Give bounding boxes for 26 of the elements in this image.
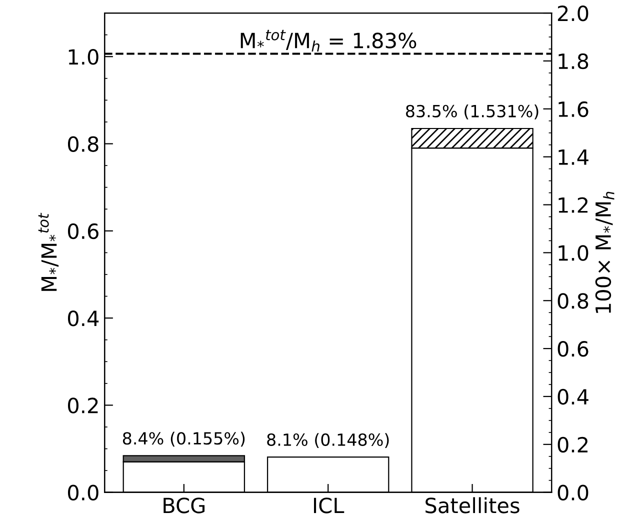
total-label: 83.5% (1.531%) xyxy=(406,104,538,120)
y-tick-label: 0.0 xyxy=(68,484,98,501)
y-tick-label: 1.0 xyxy=(68,49,98,65)
y2-tick-label: 2.0 xyxy=(558,5,588,22)
y2-tick-label: 1.2 xyxy=(558,197,588,213)
y2-tick-label: 0.2 xyxy=(558,436,588,453)
total-label: 8.4% (0.155%) xyxy=(122,432,245,447)
ref-line-label: M$_{*}$$^{tot}$/M$_{h}$ = 1.83% xyxy=(240,30,416,52)
y-tick-label: 0.4 xyxy=(68,310,99,326)
y2-tick-label: 1.4 xyxy=(558,150,588,165)
y-tick-label: 0.8 xyxy=(68,136,98,152)
total-label: 8.1% (0.148%) xyxy=(267,433,389,448)
y2-tick-label: 0.0 xyxy=(558,484,588,501)
y2-tick-label: 0.6 xyxy=(558,341,588,357)
x-tick-label: ICL xyxy=(314,498,344,514)
y2-tick-label: 0.8 xyxy=(558,293,588,309)
y-tick-label: 0.2 xyxy=(68,398,98,414)
y-axis-title: M$_{*}$/M$_{*}$$^{tot}$ xyxy=(38,212,59,291)
y2-tick-label: 1.8 xyxy=(558,53,588,70)
y2-tick-label: 0.4 xyxy=(558,388,588,405)
y2-tick-label: 1.6 xyxy=(558,101,588,118)
y2-axis-title: 100× M$_{*}$/M$_{h}$ xyxy=(595,192,614,313)
y-tick-label: 0.6 xyxy=(68,223,98,240)
y2-tick-label: 1.0 xyxy=(558,245,588,261)
x-tick-label: Satellites xyxy=(426,497,520,514)
x-tick-label: BCG xyxy=(164,498,205,514)
